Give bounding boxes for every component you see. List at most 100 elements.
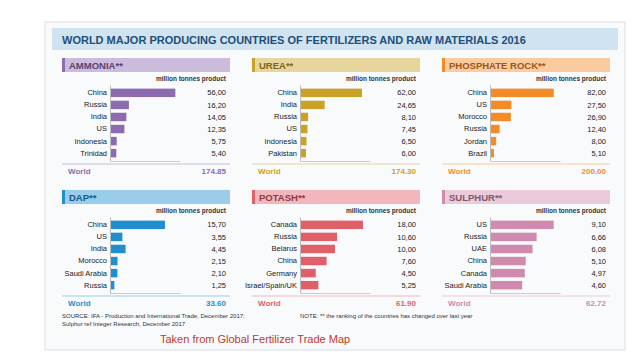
- tick-label: Russia: [84, 100, 108, 109]
- tick-label: US: [97, 124, 107, 133]
- tick-label: Russia: [274, 232, 298, 241]
- panel-title: PHOSPHATE ROCK**: [449, 60, 546, 71]
- y-axis: ChinaIndiaRussiaUSIndonesiaPakistan: [264, 86, 300, 162]
- tick: Belarus: [272, 244, 300, 253]
- bar: [490, 89, 554, 97]
- axis-line: [301, 161, 371, 162]
- tick-label: China: [467, 88, 487, 97]
- panel-header-accent: [252, 190, 255, 204]
- tick-label: UAE: [472, 244, 487, 253]
- title: WORLD MAJOR PRODUCING COUNTRIES OF FERTI…: [62, 34, 526, 46]
- tick: Germany: [266, 268, 300, 277]
- panel: SULPHUR**million tonnes productUSRussiaU…: [442, 190, 610, 308]
- tick-label: Canada: [461, 268, 488, 277]
- data-label: 5,75: [211, 137, 226, 146]
- tick: Morocco: [78, 256, 110, 265]
- tick-label: China: [87, 88, 107, 97]
- tick: US: [287, 124, 300, 133]
- tick-label: Canada: [271, 220, 298, 229]
- panel-title: DAP**: [69, 192, 97, 203]
- panel-header: [62, 190, 230, 204]
- tick-label: Morocco: [78, 256, 107, 265]
- x-axis: [491, 161, 561, 162]
- bar: [110, 101, 129, 109]
- data-label: 4,60: [591, 281, 606, 290]
- tick-label: Indonesia: [264, 136, 297, 145]
- data-label: 3,55: [211, 233, 226, 242]
- tick: China: [467, 88, 490, 97]
- tick-label: US: [287, 124, 297, 133]
- tick: Canada: [461, 268, 490, 277]
- tick-label: Trinidad: [80, 149, 107, 158]
- bar: [300, 245, 335, 253]
- total-value: 200.00: [582, 167, 607, 176]
- tick-label: Russia: [274, 112, 298, 121]
- tick-label: US: [477, 220, 487, 229]
- panel-title: UREA**: [259, 60, 294, 71]
- tick: Jordan: [464, 136, 490, 145]
- data-label: 6,50: [401, 137, 416, 146]
- x-axis: [111, 161, 181, 162]
- bar: [110, 257, 118, 265]
- axis-line: [300, 86, 301, 162]
- data-label: 10,60: [397, 233, 416, 242]
- tick-label: Israel/Spain/UK: [245, 281, 297, 290]
- tick: India: [281, 100, 300, 109]
- tick-label: Russia: [464, 124, 488, 133]
- axis-line: [490, 86, 491, 162]
- bar: [110, 137, 117, 145]
- data-label: 7,45: [401, 125, 416, 134]
- bar: [300, 113, 308, 121]
- bar: [110, 125, 124, 133]
- tick-label: China: [277, 88, 297, 97]
- y-axis: China Russia India US Indonesia Trinidad: [74, 86, 110, 162]
- tick-label: Indonesia: [74, 136, 107, 145]
- tick-label: Jordan: [464, 136, 487, 145]
- tick: UAE: [472, 244, 490, 253]
- tick: Saudi Arabia: [444, 281, 490, 290]
- axis-line: [110, 86, 111, 162]
- data-label: 56,00: [207, 88, 226, 97]
- tick: Russia: [464, 124, 490, 133]
- tick-label: Brazil: [468, 149, 487, 158]
- data-label: 4,45: [211, 245, 226, 254]
- tick: US: [97, 124, 110, 133]
- total-label: World: [448, 299, 471, 308]
- tick-label: India: [91, 112, 108, 121]
- tick: Russia: [84, 281, 110, 290]
- tick: US: [477, 220, 490, 229]
- axis-line: [110, 218, 111, 294]
- axis-line: [301, 293, 371, 294]
- data-label: 10,00: [397, 245, 416, 254]
- tick: Canada: [271, 220, 300, 229]
- panel: UREA**million tonnes productChinaIndiaRu…: [252, 58, 420, 176]
- y-axis: ChinaUSIndiaMoroccoSaudi ArabiaRussia: [64, 218, 110, 294]
- x-axis: [111, 293, 181, 294]
- tick: US: [477, 100, 490, 109]
- bar: [300, 269, 316, 277]
- bar: [300, 101, 325, 109]
- data-label: 16,20: [207, 101, 226, 110]
- total-separator: [442, 296, 610, 297]
- data-label: 1,25: [211, 281, 226, 290]
- data-label: 2,15: [211, 257, 226, 266]
- bar: [490, 233, 537, 241]
- data-label: 7,60: [401, 257, 416, 266]
- total-label: World: [258, 299, 281, 308]
- y-axis: USRussiaUAEChinaCanadaSaudi Arabia: [444, 218, 490, 294]
- panel-subtitle: million tonnes product: [156, 207, 227, 215]
- y-axis: ChinaUSMoroccoRussiaJordanBrazil: [458, 86, 490, 162]
- tick-label: US: [97, 232, 107, 241]
- data-label: 26,90: [587, 113, 606, 122]
- x-axis: [301, 293, 371, 294]
- bars: [300, 89, 362, 158]
- data-label: 8,10: [401, 113, 416, 122]
- tick: Russia: [464, 232, 490, 241]
- bar: [490, 269, 525, 277]
- panel-subtitle: million tonnes product: [536, 207, 607, 215]
- panel: DAP** million tonnes product ChinaUSIndiaM…: [62, 190, 230, 308]
- tick: China: [277, 256, 300, 265]
- panel-header-accent: [252, 58, 255, 72]
- bar: [490, 245, 533, 253]
- tick: US: [97, 232, 110, 241]
